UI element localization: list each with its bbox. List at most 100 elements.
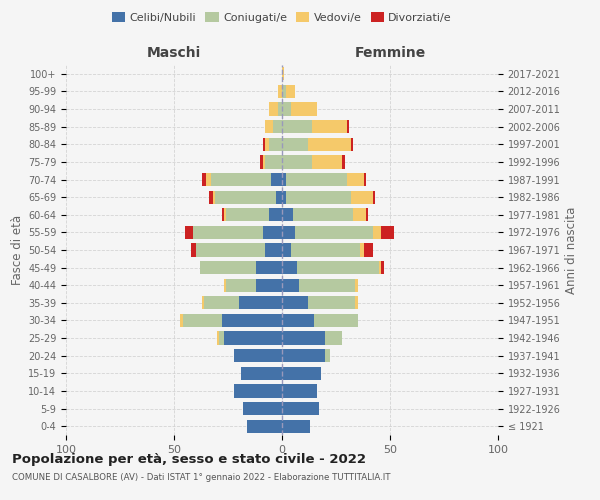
Bar [282,349,325,362]
Bar [295,226,373,239]
Bar [286,173,347,186]
Bar [353,208,366,222]
Bar [182,314,221,327]
Bar [282,173,286,186]
Bar [213,190,215,204]
Bar [226,208,269,222]
Bar [282,366,321,380]
Bar [282,244,290,256]
Bar [325,332,343,344]
Bar [221,208,224,222]
Bar [364,173,366,186]
Bar [263,226,282,239]
Bar [373,190,375,204]
Bar [193,226,263,239]
Bar [235,349,282,362]
Bar [221,314,282,327]
Bar [286,85,295,98]
Legend: Celibi/Nubili, Coniugati/e, Vedovi/e, Divorziati/e: Celibi/Nubili, Coniugati/e, Vedovi/e, Di… [107,8,457,28]
Bar [382,226,394,239]
Bar [364,244,373,256]
Bar [347,120,349,134]
Bar [312,156,343,168]
Bar [282,85,286,98]
Bar [181,314,182,327]
Bar [366,208,368,222]
Bar [282,296,308,310]
Bar [282,420,310,433]
Bar [278,102,282,116]
Bar [282,402,319,415]
Bar [235,384,282,398]
Bar [314,314,358,327]
Bar [290,102,317,116]
Bar [282,261,297,274]
Bar [299,278,355,292]
Bar [215,190,275,204]
Bar [351,190,373,204]
Text: Maschi: Maschi [147,46,201,60]
Bar [282,384,317,398]
Y-axis label: Anni di nascita: Anni di nascita [565,206,578,294]
Bar [282,226,295,239]
Bar [239,296,282,310]
Bar [282,332,325,344]
Bar [379,261,382,274]
Bar [256,261,282,274]
Bar [206,173,211,186]
Bar [220,332,224,344]
Bar [282,102,290,116]
Bar [282,138,308,151]
Bar [293,208,353,222]
Bar [297,261,379,274]
Bar [256,278,282,292]
Bar [382,261,383,274]
Bar [224,332,282,344]
Bar [196,244,265,256]
Bar [274,120,282,134]
Bar [185,226,193,239]
Bar [269,138,282,151]
Bar [263,156,265,168]
Bar [351,138,353,151]
Bar [282,67,284,80]
Bar [282,314,314,327]
Bar [265,244,282,256]
Bar [269,208,282,222]
Bar [308,138,351,151]
Bar [204,296,239,310]
Bar [243,402,282,415]
Bar [211,173,271,186]
Bar [265,156,282,168]
Bar [282,120,312,134]
Bar [355,296,358,310]
Bar [247,420,282,433]
Bar [202,173,206,186]
Bar [191,244,196,256]
Bar [308,296,355,310]
Bar [202,296,204,310]
Bar [355,278,358,292]
Bar [209,190,213,204]
Bar [200,261,256,274]
Bar [373,226,382,239]
Bar [347,173,364,186]
Bar [275,190,282,204]
Bar [224,208,226,222]
Bar [360,244,364,256]
Bar [269,102,278,116]
Bar [282,156,312,168]
Bar [224,278,226,292]
Bar [265,138,269,151]
Bar [226,278,256,292]
Text: Femmine: Femmine [355,46,425,60]
Bar [282,278,299,292]
Bar [241,366,282,380]
Bar [290,244,360,256]
Bar [325,349,329,362]
Bar [260,156,263,168]
Bar [343,156,344,168]
Y-axis label: Fasce di età: Fasce di età [11,215,24,285]
Bar [271,173,282,186]
Bar [265,120,274,134]
